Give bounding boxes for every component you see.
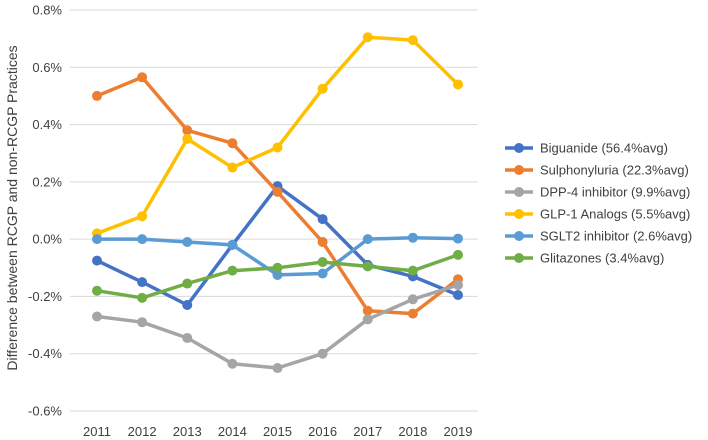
data-point: [453, 233, 463, 244]
series-6: [92, 249, 463, 303]
x-axis: 2011 2012 2013 2014 2015 2016 2017 2018 2019: [83, 424, 472, 439]
data-point: [92, 90, 102, 101]
x-tick-label: 2014: [218, 424, 247, 439]
data-point: [272, 262, 283, 273]
x-tick-label: 2019: [444, 424, 473, 439]
data-point: [272, 269, 283, 280]
series-1: [92, 181, 463, 311]
data-point: [137, 277, 148, 288]
data-point: [182, 237, 193, 248]
series-3: [92, 279, 463, 374]
legend-item: SGLT2 inhibitor (2.6%avg): [505, 229, 692, 244]
data-point: [317, 237, 328, 248]
data-point: [92, 255, 102, 266]
data-point: [137, 211, 148, 222]
legend-swatch-marker: [514, 209, 524, 219]
legend-swatch-marker: [514, 231, 524, 241]
data-point: [227, 265, 238, 276]
legend-label: DPP-4 inhibitor (9.9%avg): [540, 185, 690, 200]
legend-item: GLP-1 Analogs (5.5%avg): [505, 207, 690, 222]
data-point: [272, 142, 283, 153]
y-tick-label: 0.6%: [32, 60, 62, 75]
series-line: [95, 283, 460, 370]
x-tick-label: 2016: [308, 424, 337, 439]
legend-swatch-marker: [514, 165, 524, 175]
data-point: [407, 308, 418, 319]
data-point: [227, 358, 238, 369]
legend-label: Glitazones (3.4%avg): [540, 251, 664, 266]
data-point: [453, 279, 463, 290]
y-tick-label: 0.0%: [32, 232, 62, 247]
data-point: [272, 186, 283, 197]
y-tick-label: -0.6%: [28, 404, 62, 419]
data-point: [317, 268, 328, 279]
data-point: [182, 125, 193, 136]
y-tick-label: 0.8%: [32, 3, 62, 18]
legend-item: Biguanide (56.4%avg): [505, 141, 668, 156]
data-point: [362, 32, 373, 43]
data-point: [407, 232, 418, 243]
data-point: [137, 72, 148, 83]
y-tick-label: -0.2%: [28, 289, 62, 304]
data-point: [362, 234, 373, 245]
legend: Biguanide (56.4%avg) Sulphonyluria (22.3%…: [505, 141, 692, 266]
y-axis: -0.6% -0.4% -0.2% 0.0% 0.2% 0.4% 0.6% 0.8%: [28, 3, 62, 419]
data-point: [317, 83, 328, 94]
legend-swatch-marker: [514, 143, 524, 153]
data-point: [453, 289, 463, 300]
data-point: [362, 305, 373, 316]
gridlines: [70, 9, 478, 412]
y-axis-title: Difference between RCGP and non-RCGP Pra…: [4, 45, 20, 370]
legend-label: Biguanide (56.4%avg): [540, 141, 668, 156]
legend-label: SGLT2 inhibitor (2.6%avg): [540, 229, 692, 244]
x-tick-label: 2013: [173, 424, 202, 439]
data-point: [453, 249, 463, 260]
x-tick-label: 2018: [398, 424, 427, 439]
legend-swatch-marker: [514, 253, 524, 263]
x-tick-label: 2012: [128, 424, 157, 439]
legend-label: GLP-1 Analogs (5.5%avg): [540, 207, 690, 222]
legend-item: Glitazones (3.4%avg): [505, 251, 664, 266]
legend-item: DPP-4 inhibitor (9.9%avg): [505, 185, 690, 200]
y-tick-label: 0.2%: [32, 174, 62, 189]
data-point: [317, 348, 328, 359]
data-point: [317, 257, 328, 268]
data-point: [92, 234, 102, 245]
y-tick-label: 0.4%: [32, 117, 62, 132]
data-point: [407, 35, 418, 46]
series-line: [95, 35, 460, 236]
data-point: [137, 234, 148, 245]
data-point: [137, 292, 148, 303]
data-point: [362, 261, 373, 272]
data-point: [227, 162, 238, 173]
data-point: [407, 265, 418, 276]
plot-area: [92, 32, 463, 374]
x-tick-label: 2015: [263, 424, 292, 439]
data-point: [92, 285, 102, 296]
y-tick-label: -0.4%: [28, 346, 62, 361]
data-point: [182, 278, 193, 289]
data-point: [182, 300, 193, 311]
legend-swatch-marker: [514, 187, 524, 197]
data-point: [317, 214, 328, 225]
data-point: [182, 332, 193, 343]
series-4: [92, 32, 463, 239]
data-point: [272, 363, 283, 374]
data-point: [92, 311, 102, 322]
data-point: [227, 239, 238, 250]
legend-item: Sulphonyluria (22.3%avg): [505, 163, 689, 178]
legend-label: Sulphonyluria (22.3%avg): [540, 163, 689, 178]
x-tick-label: 2017: [353, 424, 382, 439]
data-point: [453, 79, 463, 90]
data-point: [362, 314, 373, 325]
data-point: [182, 133, 193, 144]
data-point: [227, 138, 238, 149]
x-tick-label: 2011: [83, 424, 111, 439]
series-5: [92, 232, 463, 280]
series-2: [92, 72, 463, 319]
data-point: [407, 294, 418, 305]
data-point: [137, 317, 148, 328]
